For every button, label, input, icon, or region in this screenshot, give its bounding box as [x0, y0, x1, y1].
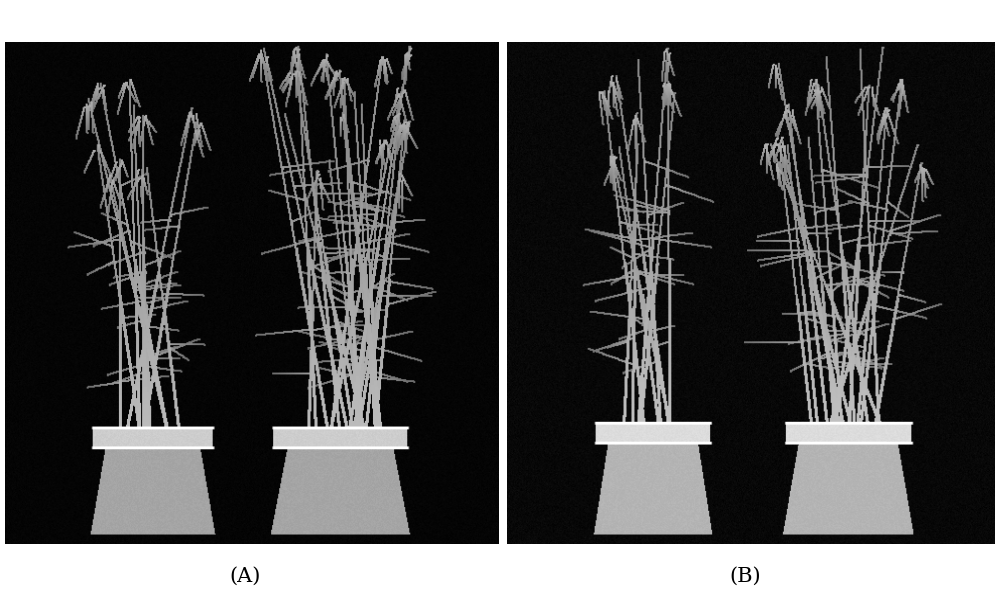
Text: (A): (A) — [229, 567, 261, 586]
Text: (B): (B) — [729, 567, 761, 586]
